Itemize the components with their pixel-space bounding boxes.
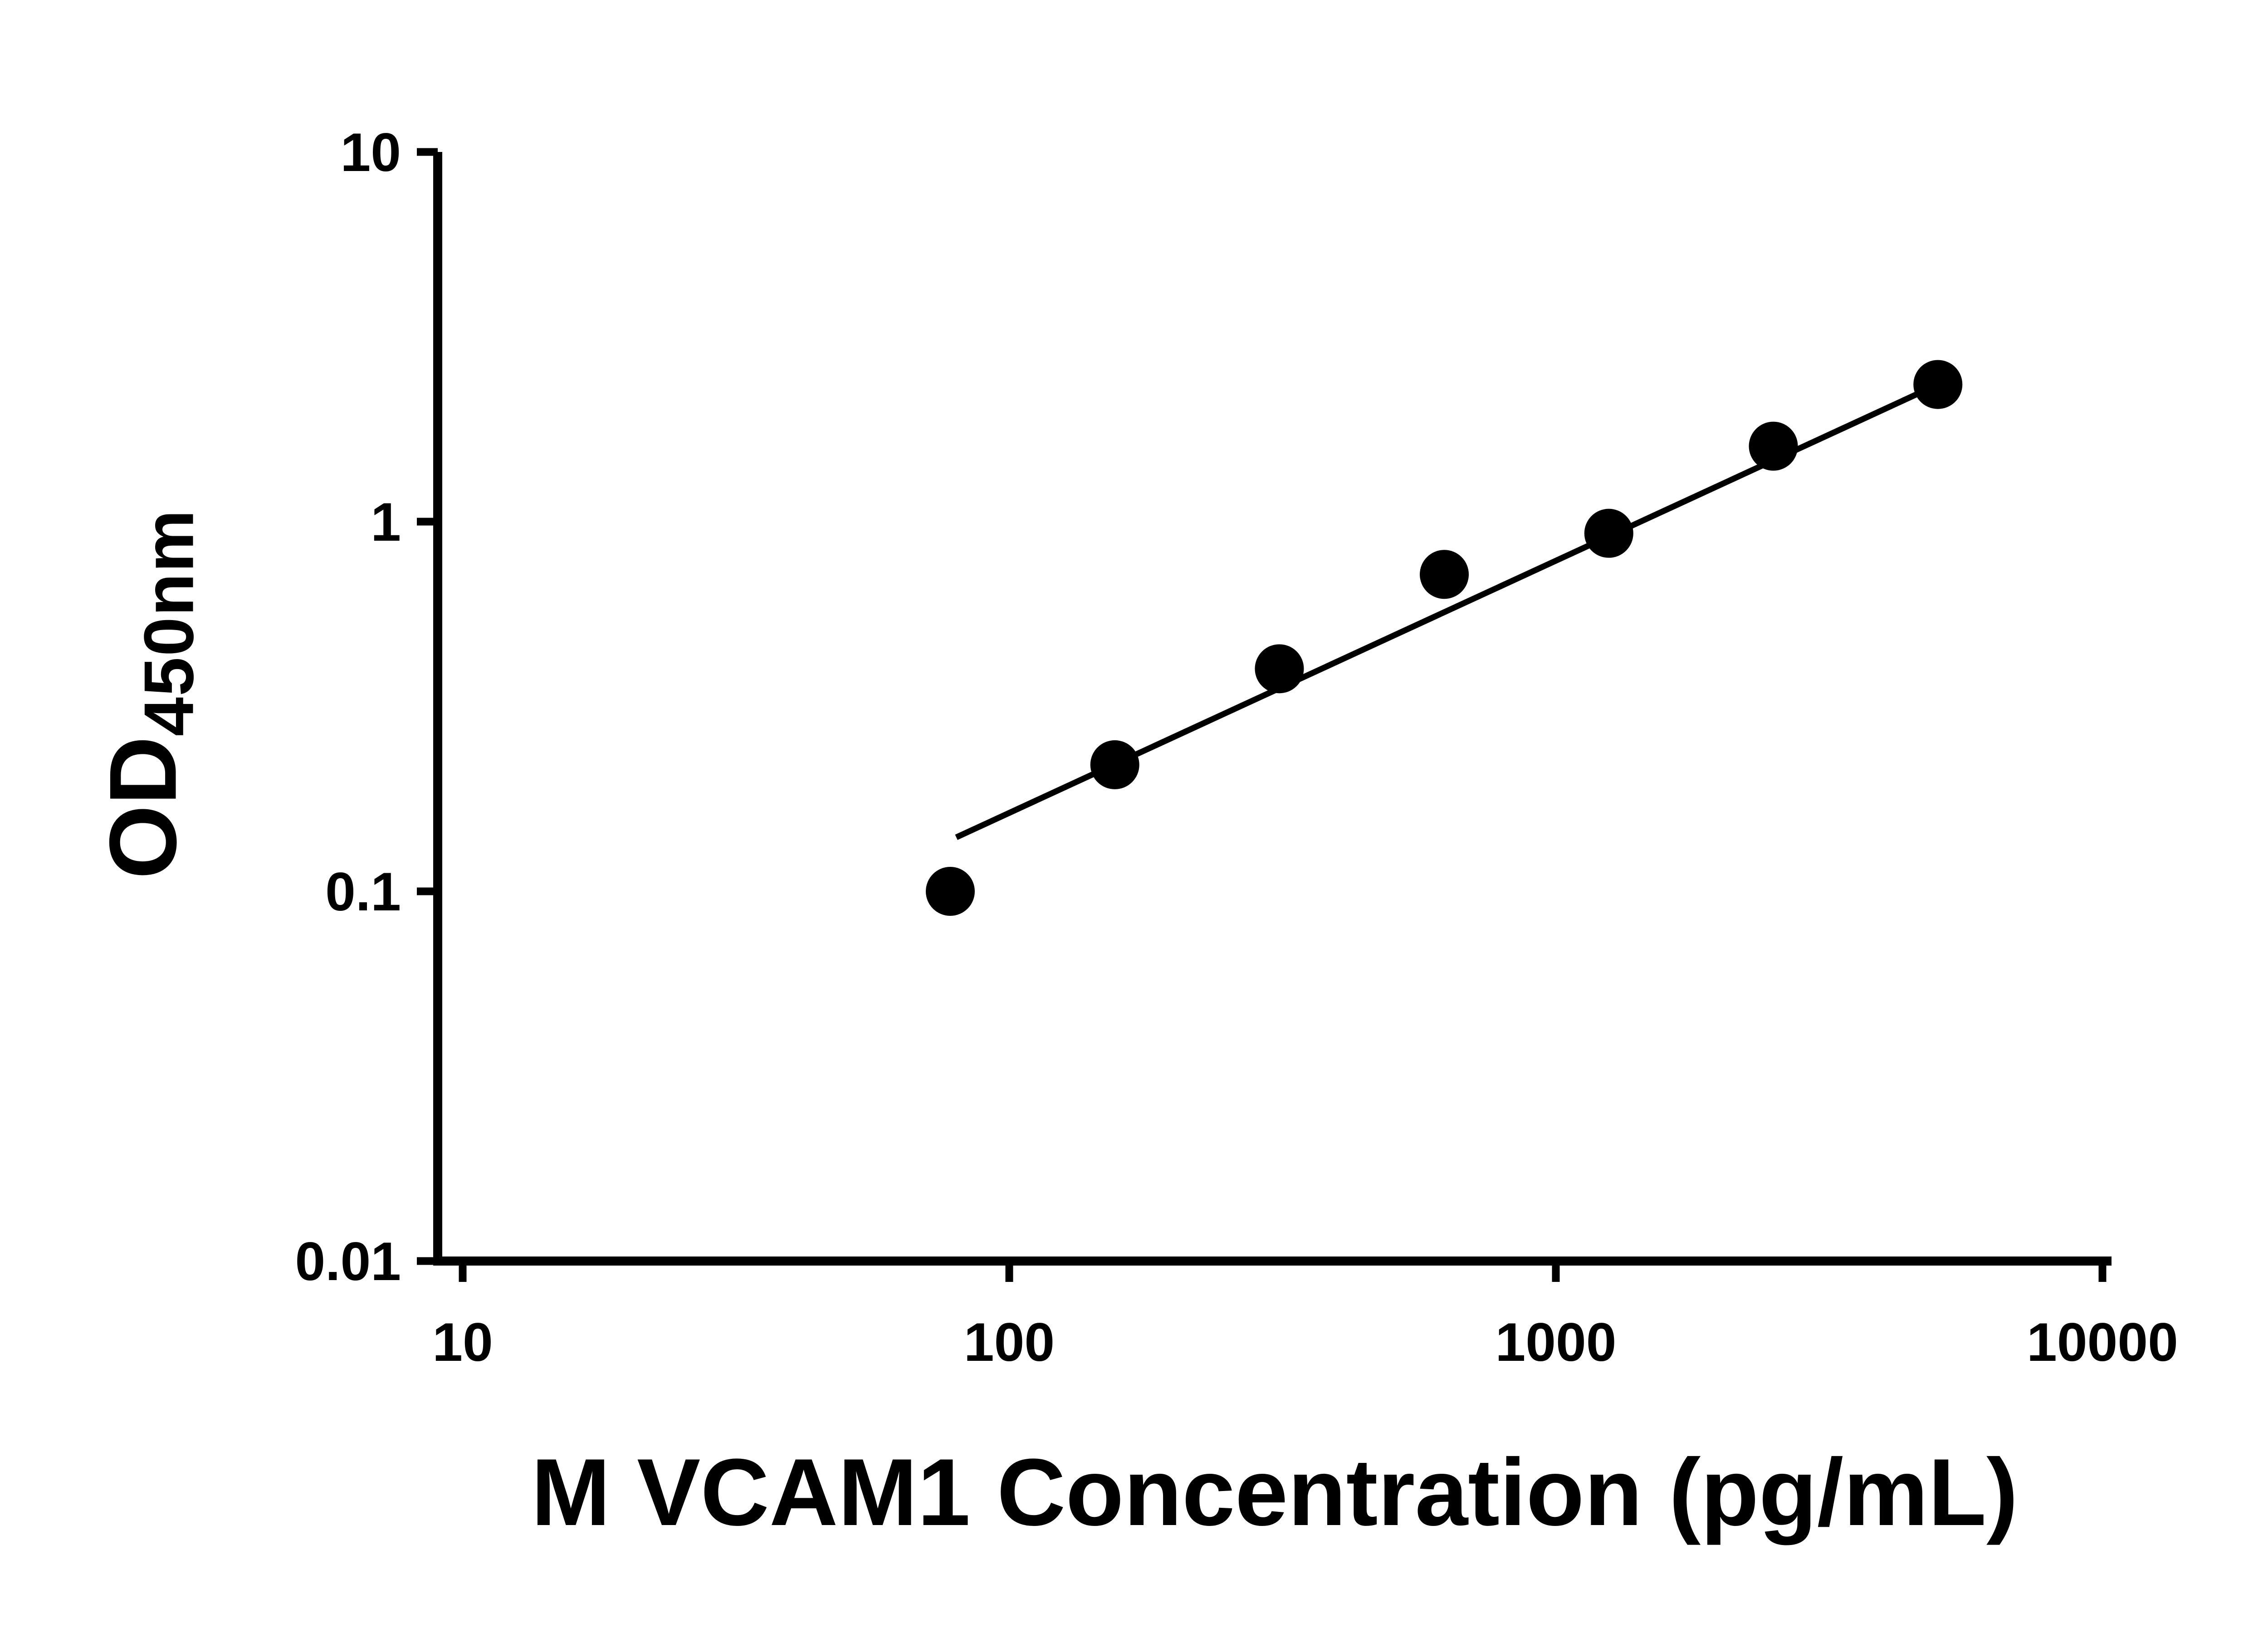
data-point <box>925 867 975 916</box>
data-point <box>1255 644 1304 694</box>
data-point <box>1913 360 1963 409</box>
y-tick-label: 10 <box>341 122 401 183</box>
x-tick-label: 100 <box>964 1312 1055 1373</box>
data-point <box>1749 421 1798 471</box>
x-axis-title: M VCAM1 Concentration (pg/mL) <box>438 1445 2112 1540</box>
data-point <box>1090 740 1139 789</box>
data-point <box>1420 550 1469 599</box>
x-tick-label: 10 <box>432 1312 493 1373</box>
data-point <box>1584 508 1633 558</box>
x-axis-title-text: M VCAM1 Concentration (pg/mL) <box>531 1439 2019 1545</box>
y-axis-title-main: OD <box>89 736 196 880</box>
x-tick-label: 10000 <box>2027 1312 2178 1373</box>
x-tick-label: 1000 <box>1496 1312 1617 1373</box>
y-tick-label: 0.01 <box>295 1231 401 1292</box>
y-tick-label: 0.1 <box>325 861 401 922</box>
y-axis-title: OD450nm <box>90 509 208 879</box>
y-tick-label: 1 <box>371 492 401 552</box>
y-axis-title-subscript: 450nm <box>129 508 208 737</box>
